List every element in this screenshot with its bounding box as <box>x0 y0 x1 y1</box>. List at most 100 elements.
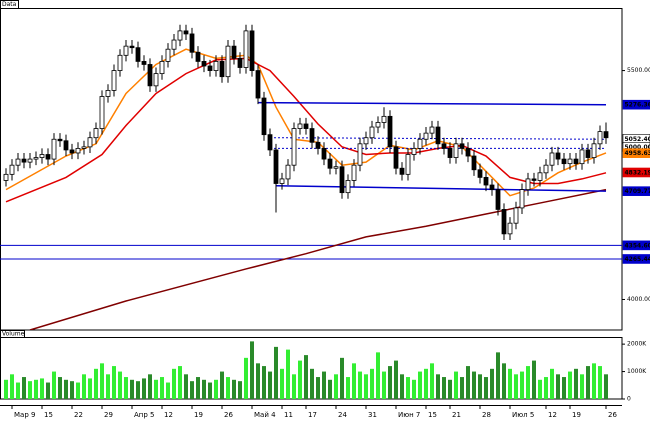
legend-box <box>0 0 19 9</box>
candle-body <box>21 158 27 163</box>
candle-body <box>321 147 327 160</box>
candle-body <box>3 173 9 181</box>
volume-bar <box>304 355 308 399</box>
volume-bar <box>550 368 554 399</box>
candle-body <box>375 122 381 128</box>
candle-body <box>57 138 63 142</box>
volume-bar <box>568 371 572 399</box>
candle-body <box>525 178 531 191</box>
price-tag <box>622 99 650 110</box>
candle-body <box>159 61 165 75</box>
volume-bar <box>442 377 446 399</box>
volume-bar <box>274 346 278 399</box>
x-tick-label: Мар 9 <box>14 411 35 419</box>
indicator-line <box>5 57 607 203</box>
volume-bar <box>520 371 524 399</box>
volume-bar <box>358 371 362 399</box>
volume-bar <box>538 379 542 399</box>
x-tick-label: 26 <box>608 411 617 419</box>
candle-body <box>519 189 525 209</box>
volume-bar <box>226 377 230 399</box>
candle-body <box>393 146 399 169</box>
x-tick-label: 21 <box>452 411 461 419</box>
volume-bar <box>466 366 470 399</box>
volume-bar <box>220 371 224 399</box>
volume-bar <box>82 374 86 399</box>
candle-body <box>591 143 597 158</box>
volume-bar <box>574 368 578 399</box>
volume-bar <box>190 381 194 399</box>
volume-bar <box>310 368 314 399</box>
volume-bar <box>418 371 422 399</box>
candle-body <box>417 138 423 149</box>
volume-bar <box>394 360 398 399</box>
volume-bar <box>532 360 536 399</box>
volume-bar <box>124 377 128 399</box>
candle-body <box>345 180 351 194</box>
x-tick-label: 28 <box>482 411 491 419</box>
volume-bar <box>406 377 410 399</box>
candle-body <box>261 97 267 136</box>
volume-bar <box>472 371 476 399</box>
candle-body <box>255 70 261 99</box>
volume-bar <box>28 381 32 399</box>
x-tick-label: Апр 5 <box>134 411 155 419</box>
volume-bar <box>352 363 356 399</box>
candle-body <box>189 33 195 53</box>
x-tick-label: 17 <box>308 411 317 419</box>
volume-bar <box>484 377 488 399</box>
candle-body <box>573 158 579 165</box>
volume-bar <box>52 371 56 399</box>
volume-bar <box>208 382 212 399</box>
candle-body <box>537 172 543 181</box>
candle-body <box>555 152 561 160</box>
candle-body <box>147 64 153 87</box>
volume-bar <box>268 371 272 399</box>
volume-bar <box>328 379 332 399</box>
volume-bar <box>238 381 242 399</box>
candle-body <box>543 164 549 174</box>
volume-bar <box>334 374 338 399</box>
plot-area <box>0 24 622 330</box>
panel-title: Data <box>2 1 17 8</box>
x-tick-label: Май 4 <box>254 411 276 419</box>
x-tick-label: Июн 7 <box>398 411 420 419</box>
candle-body <box>33 157 39 160</box>
candle-body <box>465 147 471 157</box>
volume-bar <box>142 378 146 399</box>
candle-body <box>471 155 477 171</box>
volume-bar <box>340 357 344 399</box>
indicator-line <box>275 185 607 192</box>
legend-box <box>0 330 25 338</box>
x-tick-label: 19 <box>572 411 581 419</box>
volume-bar <box>214 379 218 399</box>
volume-bar <box>508 368 512 399</box>
volume-bar <box>100 363 104 399</box>
volume-bar <box>604 374 608 399</box>
candle-body <box>183 30 189 35</box>
candle-body <box>69 149 75 154</box>
candle-body <box>45 154 51 160</box>
volume-bar <box>16 382 20 399</box>
volume-bar <box>496 352 500 399</box>
volume-bar <box>298 360 302 399</box>
candle-body <box>435 126 441 145</box>
candle-body <box>141 61 147 65</box>
candle-body <box>93 128 99 139</box>
volume-bar <box>514 374 518 399</box>
candle-body <box>105 90 111 97</box>
candle-body <box>51 138 57 160</box>
candle-body <box>507 222 513 235</box>
candle-body <box>15 158 21 166</box>
candle-body <box>549 152 555 166</box>
candle-body <box>171 39 177 50</box>
indicator-line <box>29 188 607 330</box>
volume-bar <box>10 374 14 399</box>
volume-bar <box>112 366 116 399</box>
volume-bar <box>400 374 404 399</box>
volume-bar <box>382 371 386 399</box>
candle-body <box>327 158 333 169</box>
candle-body <box>513 207 519 224</box>
